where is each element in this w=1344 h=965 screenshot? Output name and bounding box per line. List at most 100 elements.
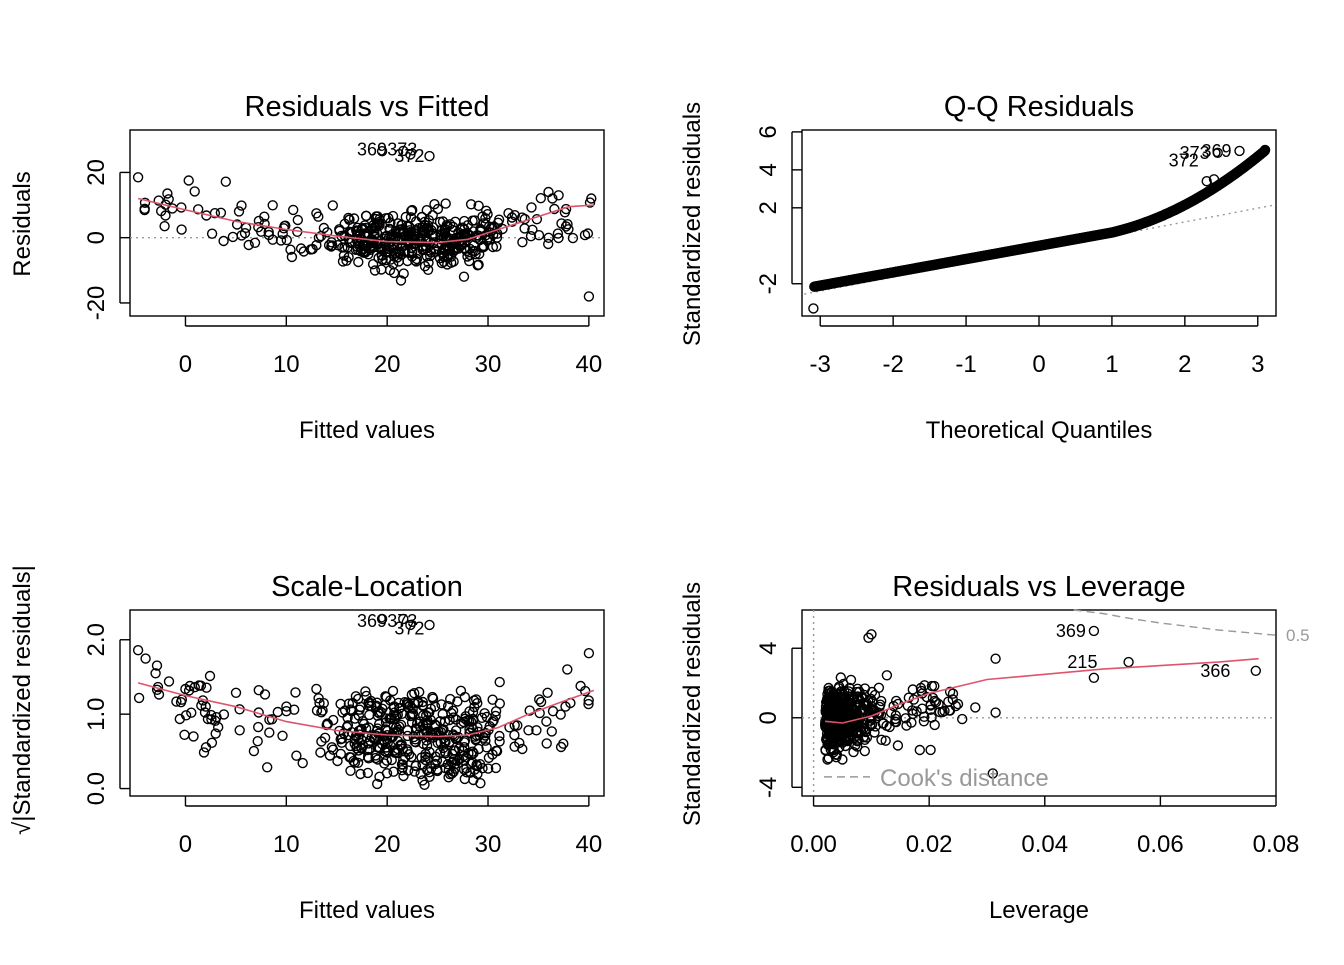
data-point xyxy=(526,202,537,213)
data-point xyxy=(939,705,950,717)
data-point xyxy=(476,712,488,723)
data-point xyxy=(1201,175,1212,187)
data-point xyxy=(543,232,554,244)
data-point xyxy=(381,713,392,724)
data-point xyxy=(343,252,354,263)
data-point xyxy=(477,211,488,222)
data-point xyxy=(398,754,409,766)
outlier-id-label: 372 xyxy=(394,619,424,639)
data-point xyxy=(373,252,384,264)
data-point xyxy=(455,685,467,696)
data-point xyxy=(466,749,477,760)
data-point xyxy=(200,742,212,753)
data-point xyxy=(543,186,554,198)
data-point xyxy=(925,699,936,710)
data-point xyxy=(474,759,486,770)
data-point xyxy=(423,215,435,226)
data-point xyxy=(876,734,887,745)
outlier-id-label: 369 xyxy=(357,611,387,631)
data-point xyxy=(876,695,887,707)
x-tick-label: 1 xyxy=(1105,351,1118,378)
data-point xyxy=(334,224,345,235)
data-point xyxy=(413,697,424,709)
data-point xyxy=(524,705,535,716)
data-point xyxy=(1088,625,1100,637)
data-point xyxy=(553,232,564,244)
data-point xyxy=(267,200,278,211)
data-point xyxy=(930,697,942,708)
data-point xyxy=(405,149,416,160)
data-point xyxy=(494,676,505,688)
data-point xyxy=(215,207,227,219)
data-point xyxy=(385,224,396,235)
data-point xyxy=(852,693,863,705)
data-point xyxy=(491,241,502,252)
data-point xyxy=(452,696,463,707)
y-tick-label: 0 xyxy=(83,231,110,244)
data-point xyxy=(186,707,197,718)
data-point xyxy=(422,764,433,776)
data-point xyxy=(436,699,447,710)
data-point xyxy=(1208,174,1220,185)
y-axis-label: Residuals xyxy=(9,171,36,276)
data-point xyxy=(348,213,360,224)
data-point xyxy=(236,200,247,211)
data-point xyxy=(204,670,216,682)
data-point xyxy=(509,729,520,741)
outlier-id-label: 215 xyxy=(1067,652,1097,672)
data-point xyxy=(263,226,274,238)
data-point xyxy=(824,685,836,696)
data-point xyxy=(171,696,182,707)
data-point xyxy=(405,226,416,238)
data-point xyxy=(335,698,346,710)
data-point xyxy=(929,719,940,731)
data-point xyxy=(410,723,422,734)
data-point xyxy=(342,720,354,731)
y-tick-label: 2.0 xyxy=(83,623,110,656)
data-point xyxy=(421,710,432,721)
data-point xyxy=(311,705,323,716)
data-point xyxy=(553,190,564,201)
x-axis-label: Fitted values xyxy=(299,417,435,444)
data-point xyxy=(374,771,385,782)
data-point xyxy=(494,698,505,709)
data-point xyxy=(326,742,338,753)
data-point xyxy=(367,223,378,234)
y-tick-label: 0 xyxy=(755,711,782,724)
data-point xyxy=(440,736,451,748)
data-point xyxy=(531,725,542,736)
data-point xyxy=(845,674,857,686)
y-axis-label: Standardized residuals xyxy=(679,102,706,346)
data-point xyxy=(421,251,433,262)
plot-frame xyxy=(129,129,605,317)
outlier-id-label: 373 xyxy=(1180,143,1210,163)
data-point xyxy=(866,701,877,712)
data-point xyxy=(888,700,899,712)
data-point xyxy=(881,670,893,681)
data-point xyxy=(376,613,388,625)
data-point xyxy=(252,736,263,747)
panel-title: Residuals vs Fitted xyxy=(245,91,490,123)
data-point xyxy=(549,203,560,215)
data-point xyxy=(491,745,502,756)
data-point xyxy=(230,687,242,698)
qq-reference-line xyxy=(802,203,1276,296)
data-point xyxy=(462,715,473,726)
data-point xyxy=(481,234,493,246)
data-point xyxy=(336,737,347,748)
data-point xyxy=(414,686,425,698)
data-point xyxy=(820,722,832,733)
x-axis-label: Fitted values xyxy=(299,897,435,924)
x-tick-label: 40 xyxy=(576,351,603,378)
data-point xyxy=(139,197,151,209)
panel-residuals-vs-fitted: Residuals vs Fitted Fitted values Residu… xyxy=(9,91,605,444)
data-point xyxy=(344,214,355,225)
data-point xyxy=(256,226,267,237)
data-point xyxy=(318,222,330,234)
data-point xyxy=(487,716,498,728)
data-point xyxy=(852,683,863,694)
data-point xyxy=(449,759,461,770)
legend-cooks-text: Cook's distance xyxy=(880,765,1049,792)
data-point xyxy=(338,250,350,261)
data-point xyxy=(150,668,161,679)
